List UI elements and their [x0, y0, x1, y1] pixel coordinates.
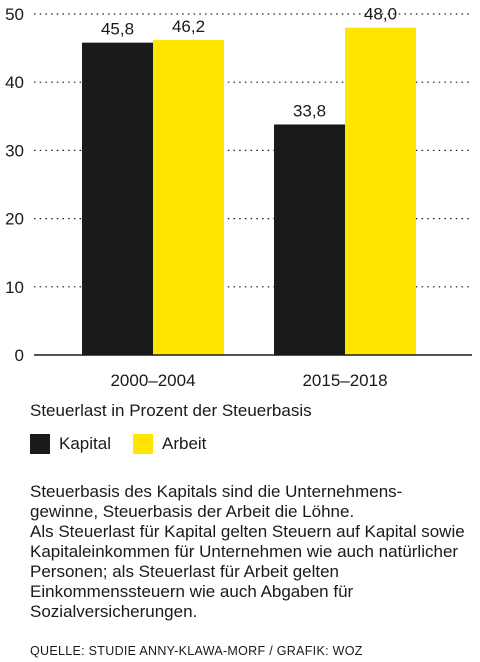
bars: [82, 27, 416, 355]
category-labels: 2000–2004 2015–2018: [110, 371, 387, 390]
y-axis-ticks: 0 10 20 30 40 50: [5, 5, 24, 365]
legend-swatch-kapital: [30, 434, 50, 454]
chart-subtitle: Steuerlast in Prozent der Steuerbasis: [30, 401, 312, 420]
y-tick-label: 0: [15, 346, 24, 365]
category-label: 2015–2018: [302, 371, 387, 390]
note-paragraph: Steuerbasis des Kapitals sind die Untern…: [30, 482, 403, 521]
bar-kapital-0: [82, 42, 153, 355]
data-label: 48,0: [364, 5, 397, 24]
y-tick-label: 50: [5, 5, 24, 24]
legend-label-kapital: Kapital: [59, 434, 111, 453]
legend-item-arbeit: Arbeit: [132, 434, 207, 454]
explanatory-note: Steuerbasis des Kapitals sind die Untern…: [30, 482, 470, 622]
bar-kapital-1: [274, 124, 345, 355]
data-label: 46,2: [172, 17, 205, 36]
data-labels: 45,8 46,2 33,8 48,0: [101, 5, 397, 121]
legend-swatch-arbeit: [132, 434, 153, 454]
data-label: 33,8: [293, 101, 326, 120]
data-label: 45,8: [101, 20, 134, 39]
y-tick-label: 40: [5, 73, 24, 92]
category-label: 2000–2004: [110, 371, 195, 390]
bar-arbeit-1: [345, 27, 416, 355]
y-tick-label: 30: [5, 141, 24, 160]
legend: Kapital Arbeit: [30, 434, 228, 454]
y-tick-label: 10: [5, 278, 24, 297]
bar-arbeit-0: [153, 39, 224, 355]
legend-item-kapital: Kapital: [30, 434, 111, 454]
legend-label-arbeit: Arbeit: [161, 434, 207, 453]
note-paragraph: Als Steuerlast für Kapital gelten Steuer…: [30, 522, 465, 621]
y-tick-label: 20: [5, 210, 24, 229]
source-credit: QUELLE: STUDIE ANNY-KLAWA-MORF / GRAFIK:…: [30, 644, 363, 658]
